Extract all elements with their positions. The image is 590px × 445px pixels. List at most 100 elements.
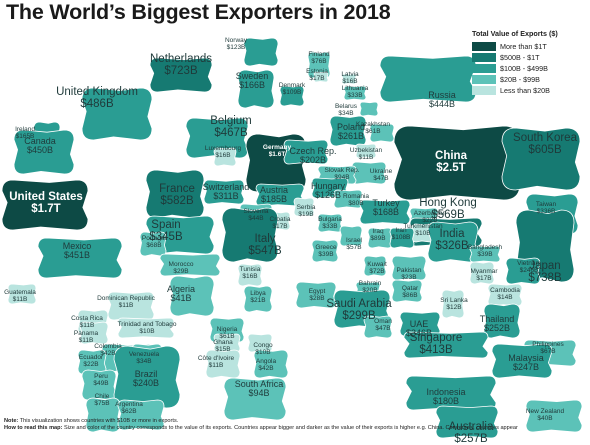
country-name: Kazakhstan (356, 121, 390, 128)
export-value: $86B (402, 291, 418, 299)
country-name: Austria (259, 185, 289, 195)
legend: Total Value of Exports ($) More than $1T… (472, 29, 588, 96)
export-value: $444B (428, 99, 456, 110)
export-value: $450B (26, 145, 54, 156)
country-label-latvia: Latvia $16B (341, 71, 358, 86)
export-value: $261B (337, 131, 365, 142)
country-name: Taiwan (535, 201, 557, 208)
export-value: $22B (422, 216, 438, 224)
export-value: $14B (497, 293, 513, 301)
country-shape-myanmar (469, 261, 495, 285)
country-shape-mexico (37, 237, 123, 279)
country-label-myanmar: Myanmar $17B (470, 268, 497, 283)
country-name: India (439, 228, 465, 240)
legend-title: Total Value of Exports ($) (472, 29, 558, 38)
country-label-lithuania: Lithuania $33B (342, 85, 368, 100)
export-value: $11B (78, 336, 94, 344)
country-label-italy: Italy $547B (248, 233, 281, 257)
export-value: $34B (136, 357, 152, 365)
export-value: $257B (454, 433, 488, 445)
country-label-denmark: Denmark $109B (279, 82, 305, 97)
export-value: $11B (118, 301, 134, 309)
country-shape-latvia (341, 73, 357, 85)
country-name: Thailand (479, 314, 515, 324)
export-value: $16B (215, 151, 231, 159)
export-value: $94B (248, 388, 270, 399)
country-shape-tunisia (237, 263, 263, 287)
country-label-czech-rep: Czech Rep. $202B (289, 146, 336, 166)
export-value: $40B (537, 414, 553, 422)
export-value: $11B (12, 295, 28, 303)
country-name: Brazil (134, 369, 158, 379)
export-value: $738B (528, 272, 562, 285)
country-shape-morocco (159, 253, 221, 277)
country-shape-canada (13, 129, 75, 175)
country-shape-bulgaria (317, 213, 343, 233)
country-shape-angola (253, 349, 289, 379)
country-name: Mexico (62, 241, 92, 251)
export-value: $346B (405, 328, 433, 339)
export-value: $16B (342, 77, 358, 85)
export-value: $47B (373, 174, 389, 182)
export-value: $33B (322, 222, 338, 230)
country-label-greece: Greece $39B (315, 244, 337, 259)
country-name: Spain (151, 219, 181, 231)
country-label-colombia: Colombia $42B (94, 343, 121, 358)
country-shape-denmark (279, 85, 305, 107)
export-value: $126B (314, 190, 342, 201)
country-shape-vietnam (505, 257, 541, 285)
country-label-switzerland: Switzerland $311B (203, 182, 250, 202)
export-value: $336B (536, 207, 556, 215)
country-name: Portugal (141, 235, 167, 242)
export-value: $42B (258, 364, 274, 372)
export-value: $49B (93, 379, 109, 387)
export-value: $10B (139, 327, 155, 335)
country-label-finland: Finland $76B (308, 51, 329, 66)
export-value: $108B (391, 233, 411, 241)
country-label-spain: Spain $345B (149, 219, 182, 243)
legend-item: More than $1T (472, 41, 588, 52)
country-shape-italy (221, 207, 279, 263)
export-value: $547B (248, 245, 282, 258)
export-value: $67B (540, 347, 556, 355)
country-shape-panama (79, 321, 109, 345)
country-label-azerbaizan: Azerbaizan $22B (414, 210, 447, 225)
export-value: $42B (100, 349, 116, 357)
country-name: Ghana (213, 339, 233, 346)
export-value: $185B (260, 194, 288, 205)
export-value: $486B (80, 98, 114, 111)
export-value: $39B (318, 250, 334, 258)
country-name: Chile (94, 393, 110, 400)
export-value: $252B (483, 323, 511, 334)
country-label-estonia: Estonia $17B (306, 68, 328, 83)
country-shape-south-korea (501, 127, 581, 191)
country-name: Morocco (168, 261, 194, 268)
country-label-ghana: Ghana $15B (213, 339, 233, 354)
country-name: Norway (224, 37, 248, 44)
legend-swatch (472, 42, 496, 51)
country-name: Panama (73, 330, 99, 337)
country-shape-israel (339, 225, 363, 247)
export-value: $23B (401, 273, 417, 281)
country-label-bangladesh: Bangladesh $39B (468, 244, 502, 259)
country-label-belarus: Belarus $34B (335, 103, 357, 118)
country-name: Hong Kong (419, 197, 477, 209)
country-label-portugal: Portugal $68B (141, 235, 167, 250)
country-shape-belarus (359, 101, 379, 117)
country-name: France (159, 183, 195, 195)
export-value: $19B (298, 210, 314, 218)
country-name: Greece (315, 244, 337, 251)
country-name: Côte d'Ivoire (197, 355, 235, 362)
export-value: $75B (94, 399, 110, 407)
country-label-turkmenistan: Turkmenistan $10B (403, 223, 442, 238)
country-name: Japan (529, 260, 561, 272)
country-name: Angola (255, 358, 277, 365)
export-value: $16B (242, 272, 258, 280)
country-label-angola: Angola $42B (255, 358, 277, 373)
country-name: Romania (342, 193, 370, 200)
country-shape-new-zealand (525, 399, 583, 433)
export-value: $311B (213, 191, 239, 202)
export-value: $80B (348, 199, 364, 207)
how-to-read-text: Size and color of the country correspond… (64, 424, 518, 431)
